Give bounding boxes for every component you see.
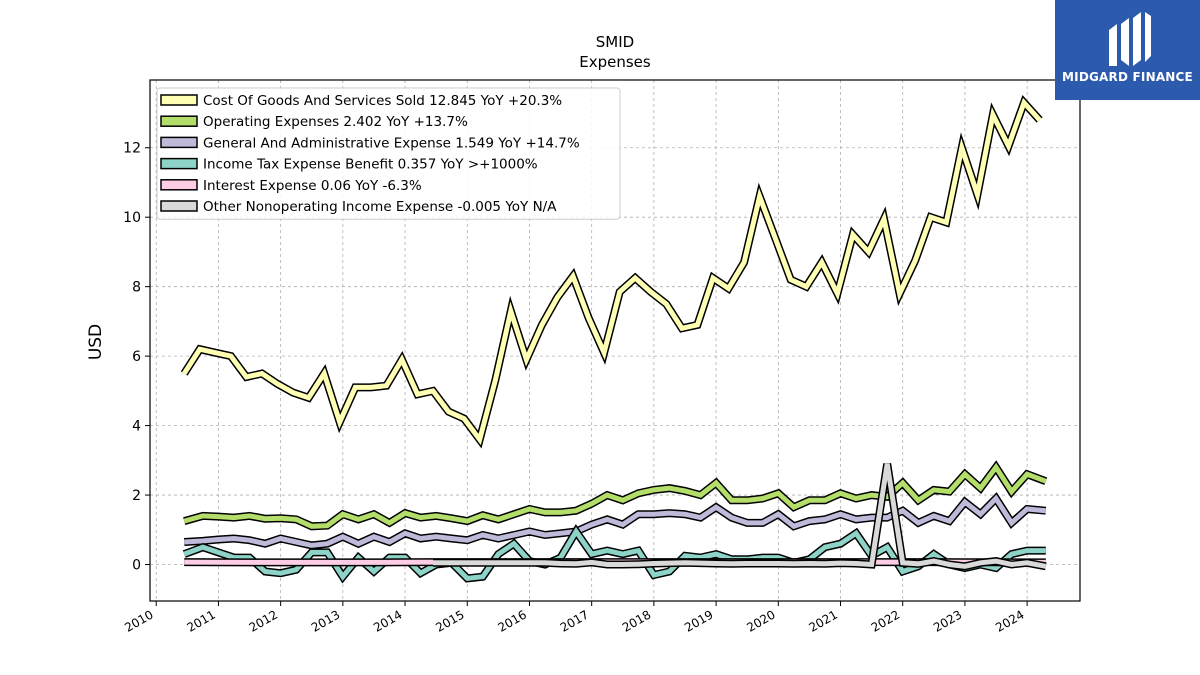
legend-label: Cost Of Goods And Services Sold 12.845 Y…: [203, 93, 562, 109]
legend: Cost Of Goods And Services Sold 12.845 Y…: [156, 87, 621, 220]
y-tick-label: 12: [123, 141, 141, 157]
series-line-1: [180, 94, 1043, 449]
x-tick-label: 2012: [247, 607, 280, 634]
y-tick-label: 4: [132, 419, 141, 435]
series-line-outline: [182, 524, 1046, 584]
brand-logo: MIDGARD FINANCE: [1055, 0, 1200, 100]
x-tick-label: 2019: [682, 607, 715, 634]
legend-label: Operating Expenses 2.402 YoY +13.7%: [203, 114, 468, 130]
series-line-4: [182, 524, 1046, 584]
legend-entry: Cost Of Goods And Services Sold 12.845 Y…: [160, 93, 562, 109]
series-line-6: [433, 463, 1047, 571]
x-tick-label: 2018: [620, 607, 653, 634]
legend-label: Interest Expense 0.06 YoY -6.3%: [203, 178, 422, 194]
brand-logo-text: MIDGARD FINANCE: [1062, 70, 1193, 84]
y-tick-label: 8: [132, 280, 141, 296]
legend-label: General And Administrative Expense 1.549…: [203, 135, 580, 151]
x-tick-label: 2021: [807, 607, 840, 634]
legend-entry: General And Administrative Expense 1.549…: [160, 135, 580, 151]
plot-frame: [149, 79, 1081, 602]
y-axis-label: USD: [86, 324, 106, 360]
chart-title: SMID: [596, 33, 634, 51]
legend-entry: Income Tax Expense Benefit 0.357 YoY >+1…: [160, 157, 538, 173]
legend-swatch: [160, 200, 198, 212]
x-tick-label: 2015: [433, 607, 466, 634]
x-tick-label: 2016: [496, 607, 529, 634]
legend-label: Income Tax Expense Benefit 0.357 YoY >+1…: [203, 157, 538, 173]
x-tick-label: 2024: [993, 607, 1026, 634]
series-line-3: [183, 492, 1047, 550]
series-line-stroke: [184, 494, 1047, 548]
y-tick-label: 10: [123, 210, 141, 226]
legend-entry: Operating Expenses 2.402 YoY +13.7%: [160, 114, 468, 130]
legend-swatch: [160, 157, 198, 170]
legend-entry: Other Nonoperating Income Expense -0.005…: [160, 199, 557, 215]
series-line-2: [183, 460, 1048, 531]
chart-subtitle: Expenses: [579, 53, 651, 71]
x-tick-label: 2020: [744, 607, 777, 634]
series-group: [180, 94, 1048, 584]
brand-logo-icon: [1109, 12, 1151, 66]
x-tick-label: 2011: [184, 607, 217, 634]
y-tick-label: 6: [132, 349, 141, 365]
y-tick-label: 0: [132, 558, 141, 574]
x-tick-label: 2022: [869, 607, 902, 634]
y-tick-label: 2: [132, 488, 141, 504]
legend-swatch: [160, 115, 198, 127]
legend-label: Other Nonoperating Income Expense -0.005…: [203, 199, 557, 215]
x-tick-label: 2010: [122, 607, 155, 634]
series-line-stroke: [182, 97, 1042, 446]
legend-swatch: [160, 136, 198, 149]
series-line-stroke: [183, 462, 1047, 529]
x-tick-label: 2013: [309, 607, 342, 634]
x-tick-label: 2017: [558, 607, 591, 634]
x-tick-label: 2023: [931, 607, 964, 634]
x-tick-label: 2014: [371, 607, 404, 634]
legend-swatch: [160, 94, 198, 106]
legend-swatch: [160, 179, 198, 191]
legend-entry: Interest Expense 0.06 YoY -6.3%: [160, 178, 422, 194]
series-line-stroke: [183, 526, 1046, 582]
series-line-stroke: [433, 463, 1047, 569]
legend-box: [156, 87, 621, 220]
